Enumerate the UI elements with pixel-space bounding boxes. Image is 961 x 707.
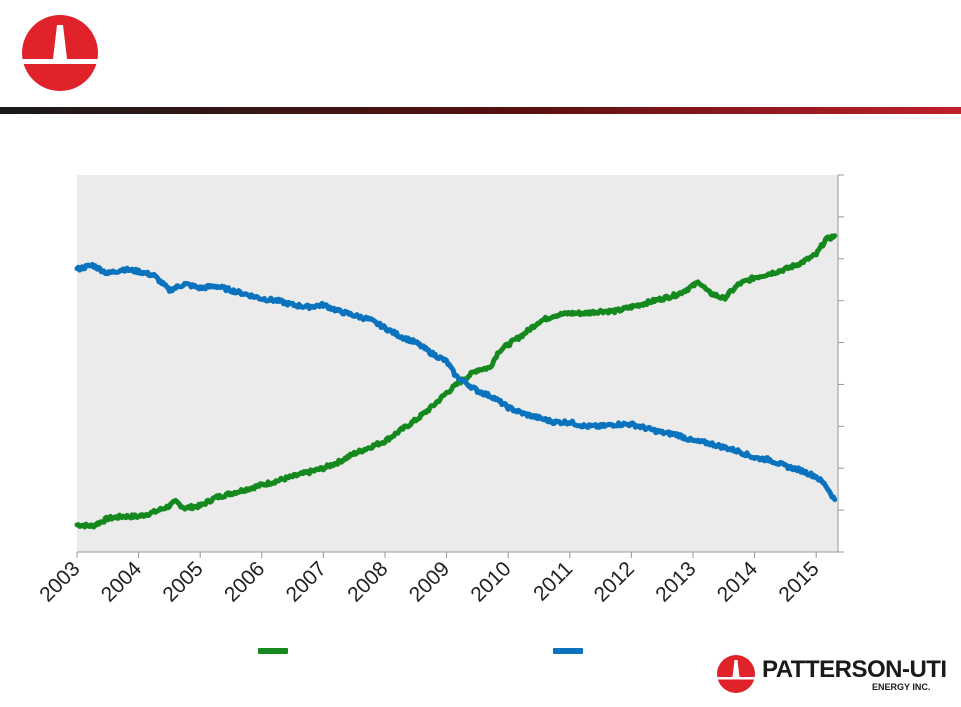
x-tick-label-2012: 2012 — [590, 557, 639, 606]
x-tick-label-2004: 2004 — [97, 557, 147, 607]
legend-swatch-blue — [553, 648, 583, 654]
line-chart: 2003 2004 2005 2006 2007 2008 2009 2010 2011 2012… — [35, 174, 844, 607]
brand-logo: PATTERSON-UTI ENERGY INC. — [716, 654, 947, 696]
x-tick-label-2007: 2007 — [282, 557, 331, 606]
x-tick-label-2013: 2013 — [651, 557, 700, 606]
series-line-green — [74, 233, 838, 530]
series-line-blue — [74, 261, 838, 503]
brand-name: PATTERSON-UTI — [762, 656, 947, 683]
plot-area — [77, 175, 838, 552]
x-tick-label-2014: 2014 — [713, 557, 763, 607]
x-tick-label-2010: 2010 — [466, 557, 515, 606]
x-tick-label-2011: 2011 — [529, 557, 577, 605]
x-tick-label-2003: 2003 — [35, 557, 84, 606]
x-tick-label-2015: 2015 — [774, 557, 823, 606]
patterson-uti-logo-icon — [716, 655, 756, 693]
patterson-uti-logo-icon — [20, 15, 100, 91]
brand-subtitle: ENERGY INC. — [872, 682, 931, 692]
x-tick-label-2009: 2009 — [405, 557, 454, 606]
header-divider — [0, 107, 961, 114]
x-tick-label-2008: 2008 — [343, 557, 392, 606]
legend-swatch-green — [258, 648, 288, 654]
x-tick-label-2005: 2005 — [158, 557, 207, 606]
x-tick-label-2006: 2006 — [220, 557, 269, 606]
